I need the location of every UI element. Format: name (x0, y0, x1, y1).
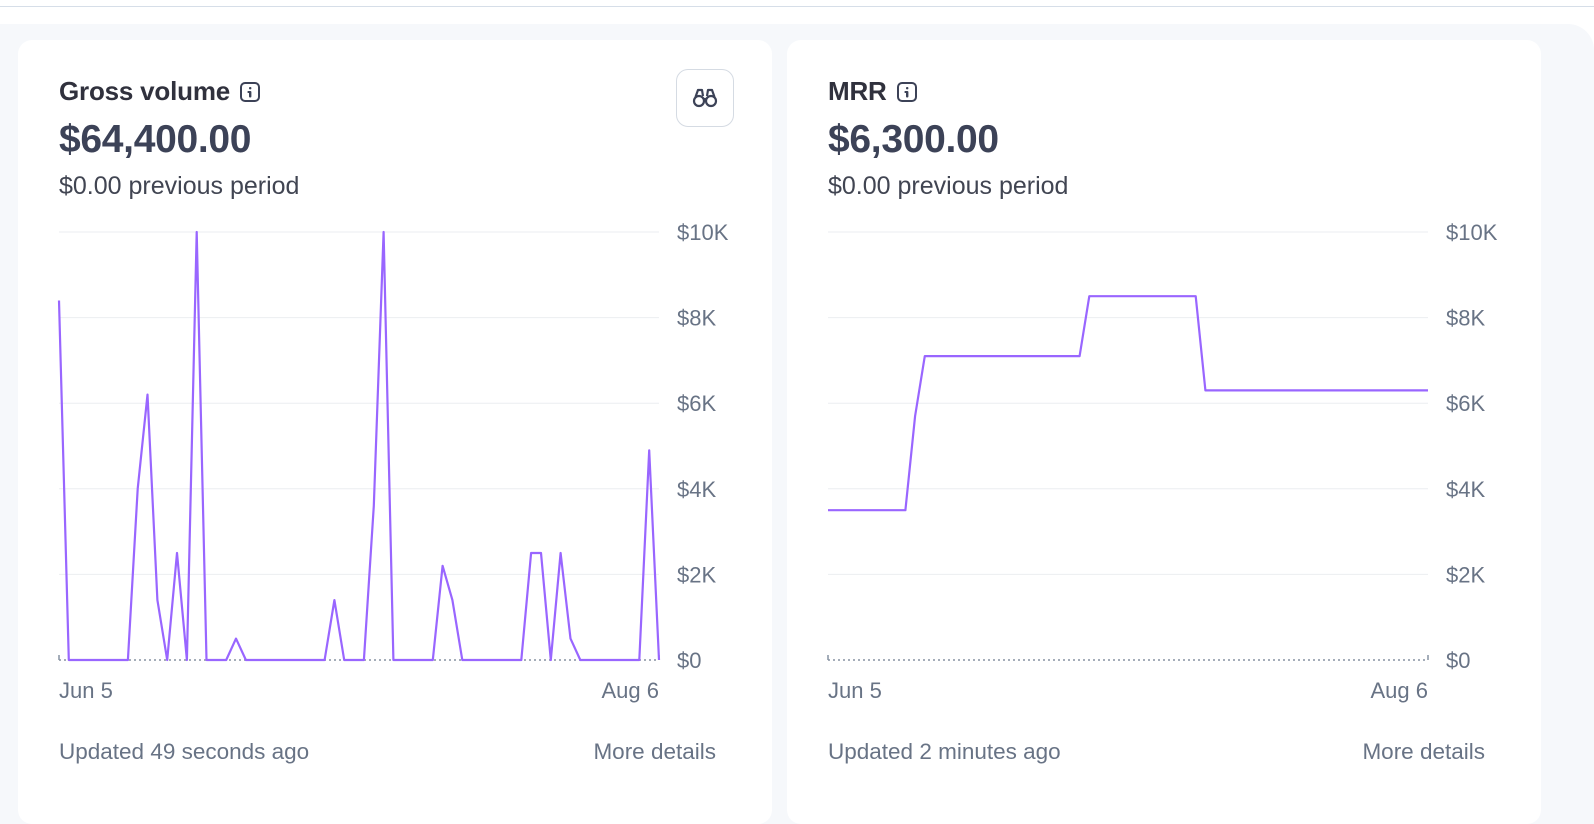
y-tick-label: $0 (677, 648, 701, 673)
y-tick-label: $10K (677, 220, 729, 245)
card-title-text: Gross volume (59, 76, 230, 106)
x-end-label: Aug 6 (602, 678, 660, 703)
y-tick-label: $4K (677, 477, 716, 502)
mrr-card: MRR $6,300.00 $0.00 previous period $10K… (787, 40, 1541, 824)
binoculars-icon (692, 88, 718, 108)
mrr-chart: $10K $8K $6K $4K $2K $0 Jun 5 Aug 6 (827, 220, 1498, 703)
gross-volume-card: Gross volume $64,400.00 $0.00 previous p… (18, 40, 772, 824)
y-tick-label: $10K (1446, 220, 1498, 245)
card-title: Gross volume (59, 76, 261, 107)
explore-button[interactable] (676, 69, 734, 127)
y-tick-label: $4K (1446, 477, 1485, 502)
more-details-link[interactable]: More details (593, 739, 716, 764)
card-title: MRR (828, 76, 918, 107)
previous-period-value: $0.00 previous period (828, 172, 1069, 200)
y-tick-label: $2K (677, 562, 716, 587)
updated-timestamp: Updated 49 seconds ago (59, 739, 310, 764)
x-end-label: Aug 6 (1371, 678, 1429, 703)
gross-volume-chart: $10K $8K $6K $4K $2K $0 Jun 5 Aug 6 (57, 220, 729, 703)
card-title-text: MRR (828, 76, 887, 106)
top-divider (0, 6, 1594, 7)
x-start-label: Jun 5 (59, 678, 113, 703)
y-tick-label: $8K (677, 306, 716, 331)
mrr-value: $6,300.00 (828, 118, 999, 161)
previous-period-value: $0.00 previous period (59, 172, 300, 200)
more-details-link[interactable]: More details (1362, 739, 1485, 764)
series-line (57, 230, 661, 662)
y-tick-label: $6K (677, 391, 716, 416)
y-tick-label: $8K (1446, 306, 1485, 331)
gross-volume-value: $64,400.00 (59, 118, 252, 161)
info-icon[interactable] (896, 81, 918, 103)
info-icon[interactable] (239, 81, 261, 103)
y-tick-label: $2K (1446, 562, 1485, 587)
updated-timestamp: Updated 2 minutes ago (828, 739, 1061, 764)
y-tick-label: $0 (1446, 648, 1470, 673)
series-line (828, 295, 1428, 512)
y-tick-label: $6K (1446, 391, 1485, 416)
x-start-label: Jun 5 (828, 678, 882, 703)
